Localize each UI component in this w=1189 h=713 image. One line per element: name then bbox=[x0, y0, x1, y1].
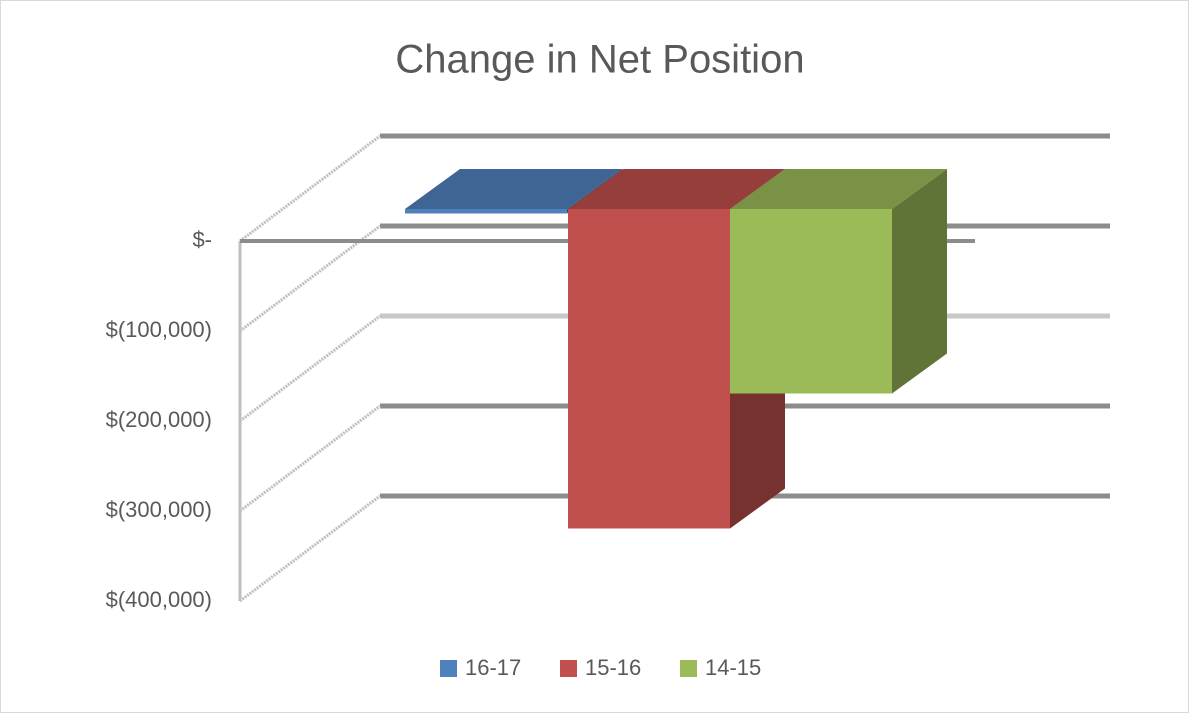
bar-top bbox=[730, 169, 947, 209]
bar bbox=[405, 209, 567, 214]
side-grid-line bbox=[239, 224, 381, 333]
y-tick-label: $(200,000) bbox=[106, 407, 212, 432]
side-grid-line bbox=[239, 494, 381, 603]
legend-swatch bbox=[440, 660, 457, 677]
bar bbox=[730, 209, 892, 394]
side-grid-line bbox=[239, 404, 381, 513]
legend-swatch bbox=[560, 660, 577, 677]
side-grid-line bbox=[239, 314, 381, 423]
chart-title: Change in Net Position bbox=[395, 38, 804, 82]
legend-label: 16-17 bbox=[465, 655, 521, 680]
legend-label: 15-16 bbox=[585, 655, 641, 680]
legend-label: 14-15 bbox=[705, 655, 761, 680]
bar-top bbox=[405, 169, 622, 209]
y-tick-label: $(300,000) bbox=[106, 497, 212, 522]
y-tick-label: $- bbox=[192, 227, 212, 252]
bar-top bbox=[568, 169, 785, 209]
side-grid-line bbox=[239, 134, 381, 243]
y-tick-label: $(100,000) bbox=[106, 317, 212, 342]
bar-side bbox=[892, 169, 947, 394]
bar bbox=[568, 209, 730, 529]
y-tick-label: $(400,000) bbox=[106, 587, 212, 612]
legend-swatch bbox=[680, 660, 697, 677]
